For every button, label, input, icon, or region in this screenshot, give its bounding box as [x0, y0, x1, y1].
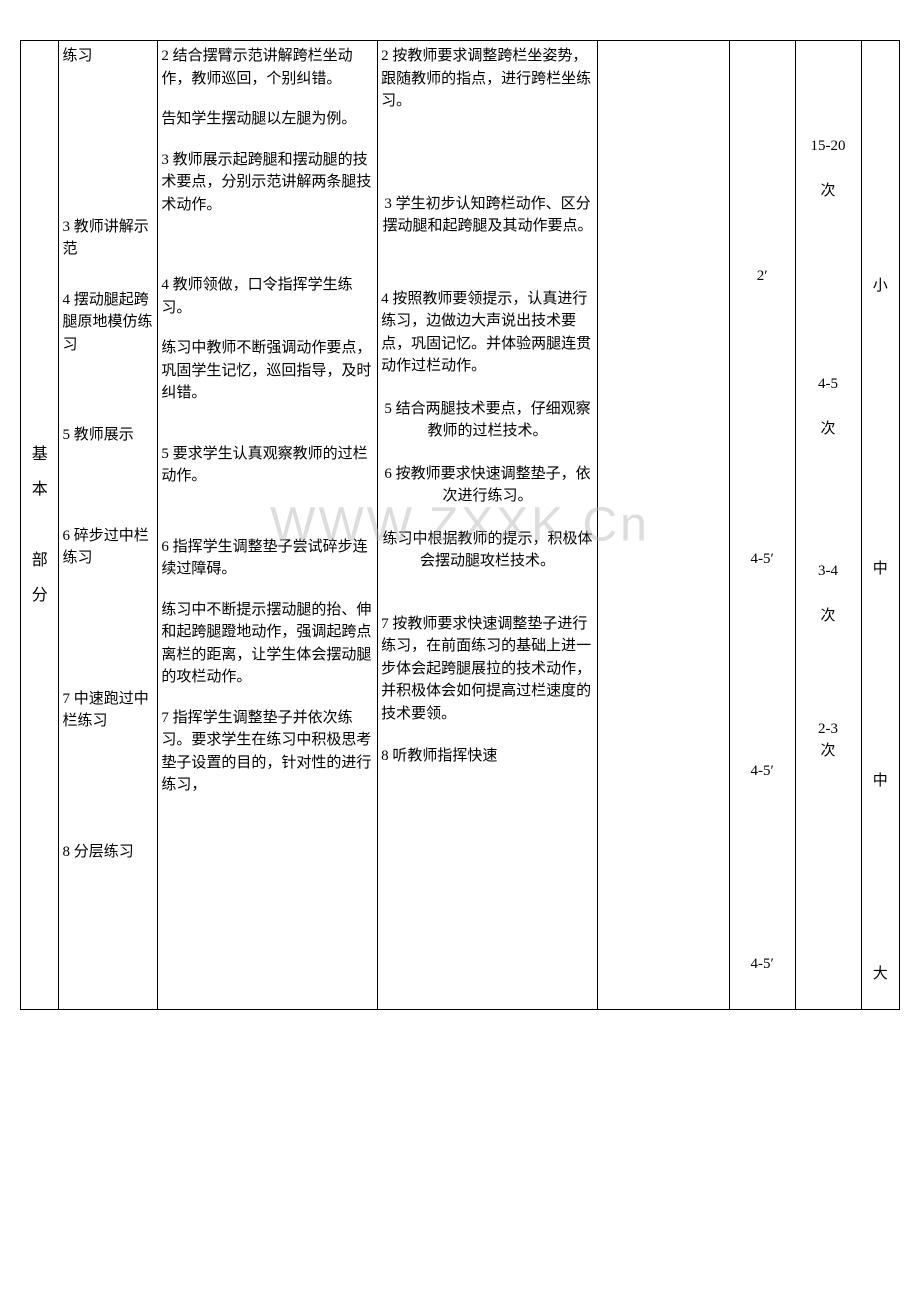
- count-value: 3-4次: [799, 560, 858, 628]
- intensity-value: 小: [865, 275, 896, 298]
- count-value: 4-5次: [799, 373, 858, 441]
- teacher-instruction: 告知学生摆动腿以左腿为例。: [161, 108, 374, 131]
- intensity-value: 中: [865, 558, 896, 581]
- time-value: 4-5′: [733, 548, 792, 571]
- section-label-cell: 基本部分: [21, 41, 59, 1010]
- student-activity: 2 按教师要求调整跨栏坐姿势，跟随教师的指点，进行跨栏坐练习。: [381, 45, 594, 113]
- activity-item: 8 分层练习: [62, 841, 154, 864]
- student-cell: 2 按教师要求调整跨栏坐姿势，跟随教师的指点，进行跨栏坐练习。 3 学生初步认知…: [378, 41, 598, 1010]
- lesson-plan-table: 基本部分 练习 3 教师讲解示范 4 摆动腿起跨腿原地模仿练习 5 教师展示 6…: [20, 40, 900, 1010]
- count-value: 15-20次: [799, 135, 858, 203]
- activity-cell: 练习 3 教师讲解示范 4 摆动腿起跨腿原地模仿练习 5 教师展示 6 碎步过中…: [59, 41, 158, 1010]
- teacher-instruction: 5 要求学生认真观察教师的过栏动作。: [161, 443, 374, 488]
- spacer-cell: [597, 41, 729, 1010]
- student-activity: 3 学生初步认知跨栏动作、区分摆动腿和起跨腿及其动作要点。: [381, 193, 594, 238]
- activity-item: 5 教师展示: [62, 424, 154, 447]
- teacher-cell: 2 结合摆臂示范讲解跨栏坐动作，教师巡回，个别纠错。 告知学生摆动腿以左腿为例。…: [158, 41, 378, 1010]
- count-value: 2-3次: [799, 718, 858, 763]
- student-activity: 8 听教师指挥快速: [381, 745, 594, 768]
- count-cell: 15-20次 4-5次 3-4次 2-3次: [795, 41, 861, 1010]
- time-cell: 2′ 4-5′ 4-5′ 4-5′: [729, 41, 795, 1010]
- page-container: WWW.ZXXK.Cn 基本部分 练习 3 教师讲解示范 4 摆动腿起跨腿原地模…: [20, 40, 900, 1010]
- teacher-instruction: 2 结合摆臂示范讲解跨栏坐动作，教师巡回，个别纠错。: [161, 45, 374, 90]
- intensity-cell: 小 中 中 大: [861, 41, 899, 1010]
- teacher-instruction: 6 指挥学生调整垫子尝试碎步连续过障碍。: [161, 536, 374, 581]
- student-activity: 练习中根据教师的提示，积极体会摆动腿攻栏技术。: [381, 528, 594, 573]
- intensity-value: 中: [865, 770, 896, 793]
- teacher-instruction: 4 教师领做，口令指挥学生练习。: [161, 274, 374, 319]
- table-row: 基本部分 练习 3 教师讲解示范 4 摆动腿起跨腿原地模仿练习 5 教师展示 6…: [21, 41, 900, 1010]
- teacher-instruction: 3 教师展示起跨腿和摆动腿的技术要点，分别示范讲解两条腿技术动作。: [161, 149, 374, 217]
- time-value: 2′: [733, 265, 792, 288]
- student-activity: 6 按教师要求快速调整垫子，依次进行练习。: [381, 463, 594, 508]
- activity-item: 7 中速跑过中栏练习: [62, 688, 154, 733]
- activity-item: 练习: [62, 45, 154, 68]
- teacher-instruction: 练习中不断提示摆动腿的抬、伸和起跨腿蹬地动作，强调起跨点离栏的距离，让学生体会摆…: [161, 599, 374, 689]
- student-activity: 5 结合两腿技术要点，仔细观察教师的过栏技术。: [381, 398, 594, 443]
- time-value: 4-5′: [733, 953, 792, 976]
- intensity-value: 大: [865, 963, 896, 986]
- section-label: 基本部分: [32, 437, 48, 613]
- activity-item: 3 教师讲解示范: [62, 216, 154, 261]
- teacher-instruction: 练习中教师不断强调动作要点，巩固学生记忆，巡回指导，及时纠错。: [161, 337, 374, 405]
- time-value: 4-5′: [733, 760, 792, 783]
- student-activity: 4 按照教师要领提示，认真进行练习，边做边大声说出技术要点，巩固记忆。并体验两腿…: [381, 288, 594, 378]
- activity-item: 6 碎步过中栏练习: [62, 525, 154, 570]
- student-activity: 7 按教师要求快速调整垫子进行练习，在前面练习的基础上进一步体会起跨腿展拉的技术…: [381, 613, 594, 726]
- teacher-instruction: 7 指挥学生调整垫子并依次练习。要求学生在练习中积极思考垫子设置的目的，针对性的…: [161, 707, 374, 797]
- activity-item: 4 摆动腿起跨腿原地模仿练习: [62, 289, 154, 357]
